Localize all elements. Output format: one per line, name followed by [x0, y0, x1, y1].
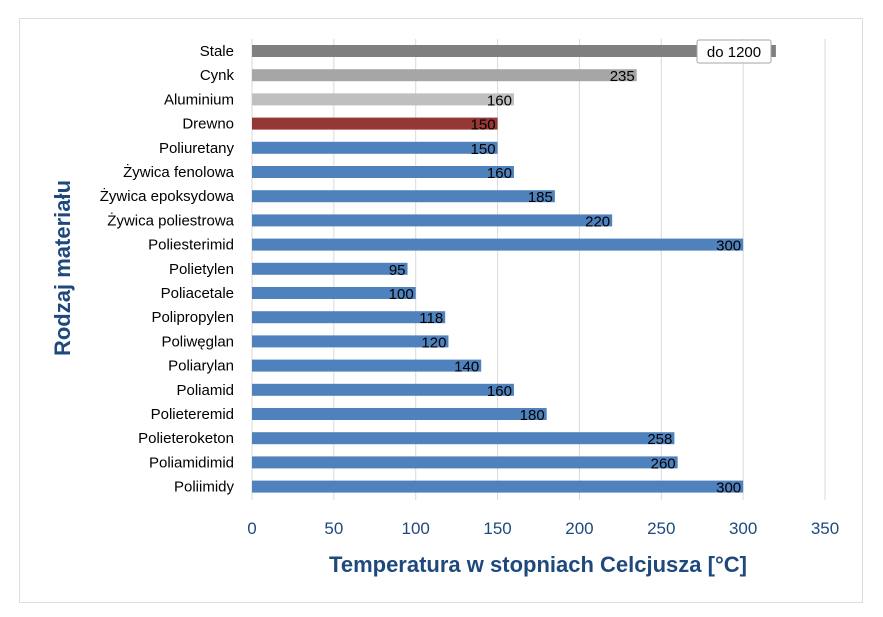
data-label: 100 [389, 286, 414, 303]
x-tick-label: 100 [402, 519, 430, 538]
category-label: Żywica epoksydowa [100, 187, 235, 205]
data-label: 140 [454, 359, 479, 376]
data-label: 300 [716, 480, 741, 497]
data-label: 150 [471, 117, 496, 134]
data-label: 180 [520, 407, 545, 424]
category-label: Poliamidimid [149, 454, 234, 471]
bars [252, 45, 776, 493]
category-label: Polieteroketon [138, 430, 234, 447]
category-label: Poliimidy [174, 479, 235, 496]
data-label: 235 [610, 68, 635, 85]
category-labels: Stale Cynk Aluminium Drewno Poliuretany Żywic… [100, 43, 235, 496]
grid-lines [251, 39, 826, 500]
data-label: 160 [487, 92, 512, 109]
bar [252, 214, 613, 227]
category-label: Żywica fenolowa [123, 163, 235, 181]
chart-frame [19, 18, 863, 603]
bar [252, 456, 678, 469]
data-label: 120 [421, 334, 446, 351]
category-label: Aluminium [164, 91, 234, 108]
bar [252, 45, 776, 57]
data-label: 220 [585, 213, 610, 230]
data-label: 258 [647, 431, 672, 448]
bar [252, 432, 675, 445]
bar [252, 117, 498, 130]
bar [252, 311, 446, 324]
category-label: Poliacetale [161, 285, 234, 302]
data-label: 160 [487, 165, 512, 182]
bar [252, 335, 449, 348]
bar [252, 238, 744, 251]
category-label: Poliesterimid [148, 237, 234, 254]
data-label: 150 [471, 141, 496, 158]
bar [252, 359, 482, 372]
bar [252, 287, 416, 299]
x-tick-label: 50 [324, 519, 343, 538]
category-label: Poliwęglan [161, 333, 234, 350]
y-axis-title: Rodzaj materiału [50, 180, 75, 356]
category-label: Cynk [200, 67, 235, 84]
bar [252, 408, 547, 420]
x-tick-label: 250 [647, 519, 675, 538]
bar [252, 190, 555, 203]
category-label: Stale [200, 43, 234, 60]
bar [252, 69, 637, 82]
data-label: 260 [651, 455, 676, 472]
data-label: 95 [389, 262, 406, 279]
x-tick-label: 0 [247, 519, 256, 538]
category-label: Poliuretany [159, 140, 235, 157]
category-label: Żywica poliestrowa [107, 211, 234, 229]
bar [252, 141, 498, 154]
x-tick-labels: 0 50 100 150 200 250 300 350 [247, 519, 839, 538]
category-label: Poliarylan [168, 358, 234, 375]
data-label: 185 [528, 189, 553, 206]
bar [252, 480, 744, 493]
bar [252, 383, 514, 396]
x-tick-label: 300 [729, 519, 757, 538]
x-tick-label: 150 [483, 519, 511, 538]
data-label: 300 [716, 238, 741, 255]
category-label: Polieteremid [151, 406, 234, 423]
category-label: Polipropylen [151, 309, 234, 326]
data-label: 160 [487, 383, 512, 400]
bar [252, 166, 514, 178]
x-tick-label: 200 [565, 519, 593, 538]
bar [252, 93, 514, 106]
data-label: 118 [419, 310, 443, 327]
bar [252, 262, 408, 275]
data-label-box [696, 39, 772, 64]
category-label: Poliamid [176, 382, 234, 399]
data-labels: do 1200 235 160 150 150 160 185 220 300 95 100 118 1… [389, 39, 772, 497]
x-axis-title: Temperatura w stopniach Celcjusza [°C] [329, 552, 747, 577]
x-tick-label: 350 [811, 519, 839, 538]
category-label: Polietylen [169, 261, 234, 278]
category-label: Drewno [182, 116, 234, 133]
data-label: do 1200 [707, 44, 761, 61]
